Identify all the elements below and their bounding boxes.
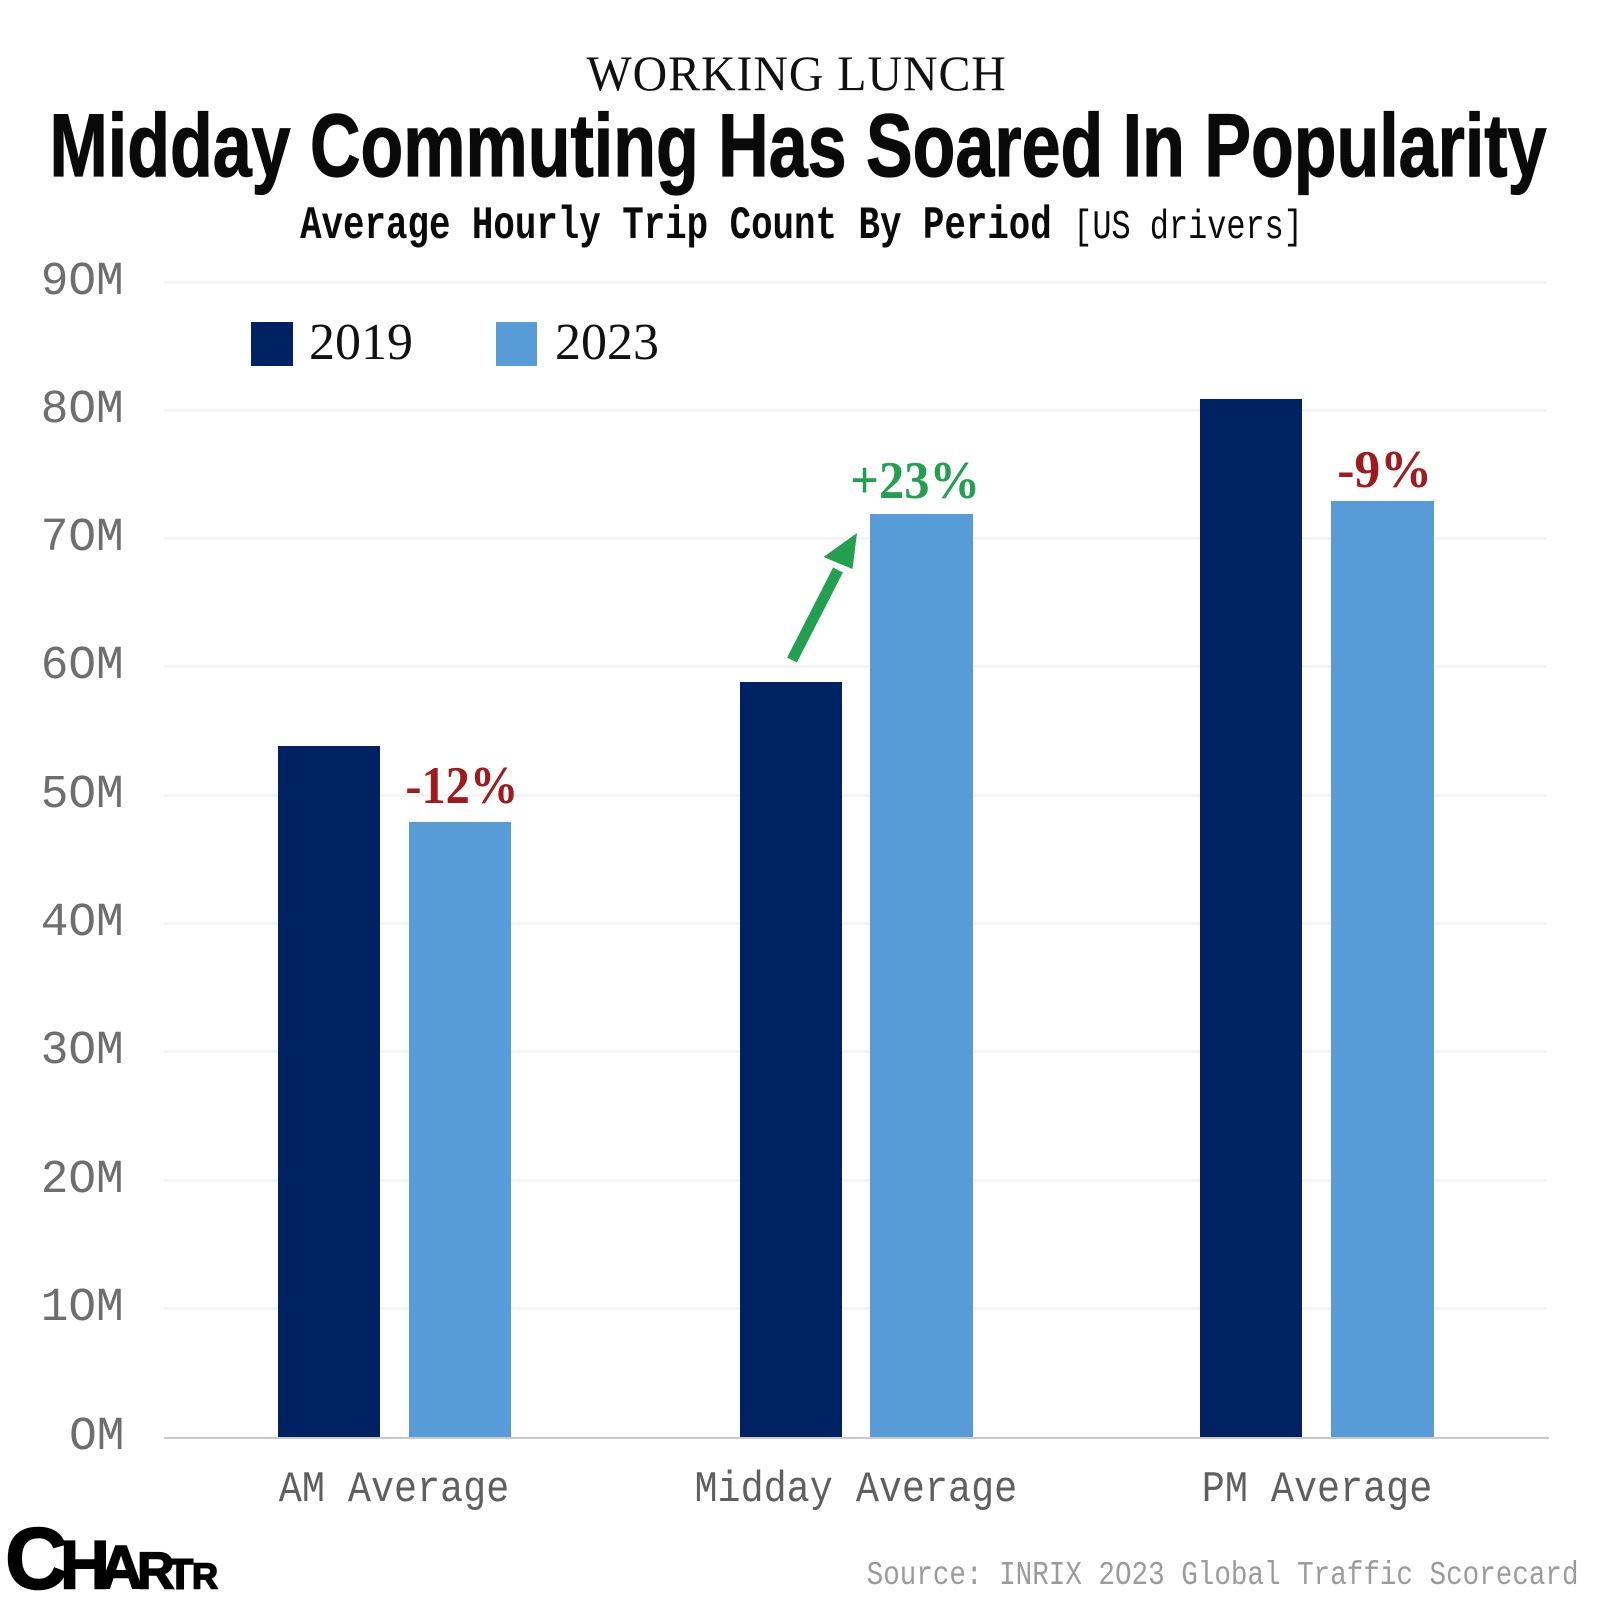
svg-text:R: R <box>192 1556 218 1597</box>
svg-text:R: R <box>137 1543 175 1600</box>
svg-text:H: H <box>60 1527 110 1600</box>
svg-text:T: T <box>167 1551 193 1599</box>
svg-text:C: C <box>5 1511 68 1600</box>
svg-text:A: A <box>99 1534 143 1600</box>
